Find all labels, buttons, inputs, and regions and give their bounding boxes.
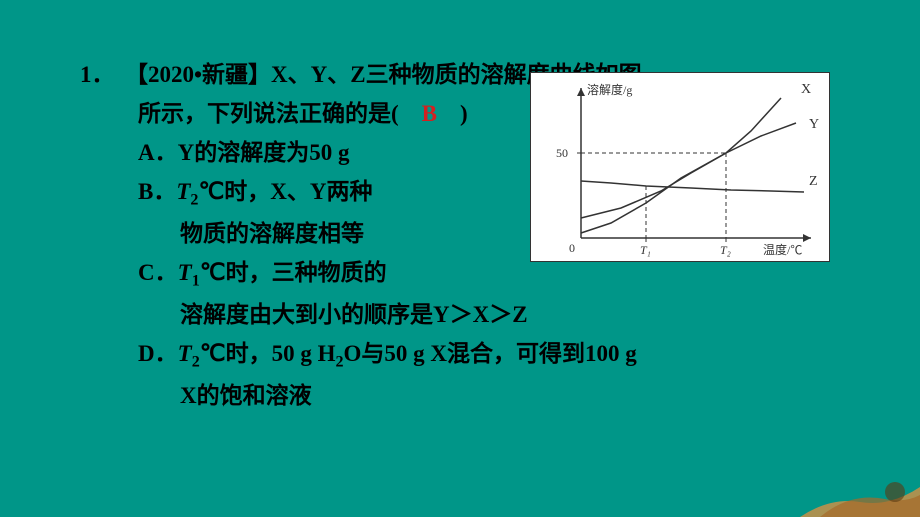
svg-text:Z: Z — [809, 174, 818, 189]
option-d-line1: D．T2℃时，50 g H2O与50 g X混合，可得到100 g — [80, 334, 880, 376]
answer-letter: B — [422, 101, 437, 126]
svg-text:50: 50 — [556, 146, 568, 160]
svg-text:溶解度/g: 溶解度/g — [587, 82, 632, 97]
option-d-line2: X的饱和溶液 — [80, 376, 880, 415]
svg-text:Y: Y — [809, 117, 819, 132]
svg-text:X: X — [801, 82, 811, 97]
solubility-chart: X Y Z T₁ T₂ 50 溶解度/g 温度/℃ 0 — [530, 72, 830, 262]
svg-text:0: 0 — [569, 241, 575, 255]
option-c-line2: 溶解度由大到小的顺序是Y＞X＞Z — [80, 295, 880, 334]
svg-text:T₂: T₂ — [720, 243, 731, 257]
svg-text:T₁: T₁ — [640, 243, 651, 257]
svg-text:温度/℃: 温度/℃ — [763, 242, 802, 257]
corner-decoration-icon — [800, 447, 920, 517]
chart-svg: X Y Z T₁ T₂ 50 溶解度/g 温度/℃ 0 — [531, 73, 831, 263]
question-number: 1． — [80, 55, 125, 94]
